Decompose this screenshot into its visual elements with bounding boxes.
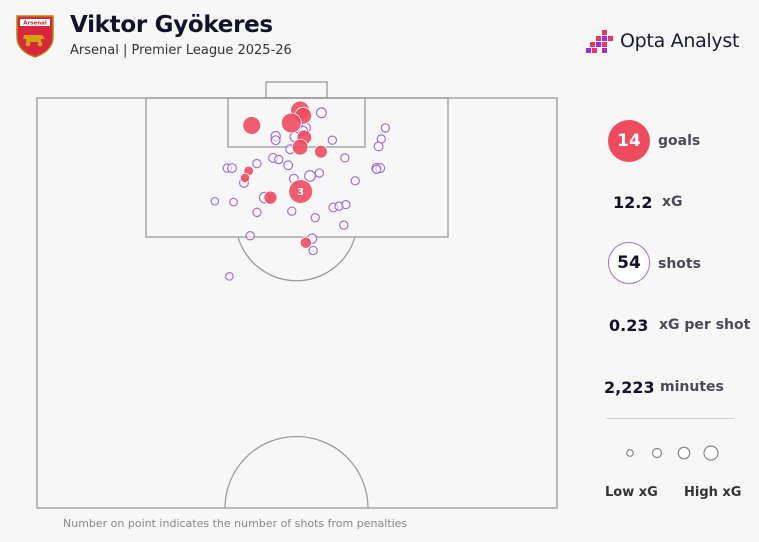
page-title: Viktor Gyökeres [70,12,273,38]
arsenal-crest-icon: Arsenal [16,15,54,58]
shot-point [227,163,238,174]
shot-point [274,154,284,165]
legend-size-circle [703,445,719,461]
goal-point [291,138,309,156]
shot-point [373,141,384,152]
shot-point [350,176,360,186]
shot-point [287,206,297,216]
shot-point [225,271,234,281]
goal-point [314,144,328,159]
penalty-arc [237,236,356,282]
xg-per-shot-value: 0.23 [609,316,649,335]
shot-point [270,135,281,146]
shot-point [283,160,294,171]
shot-point [210,196,220,206]
xg-label: xG [662,194,683,210]
goal-point [299,236,312,249]
legend-size-circle [651,447,663,459]
shot-point [339,220,349,230]
shot-point [229,197,238,207]
shot-point [245,231,255,241]
xg-value: 12.2 [613,193,653,212]
goal-point [288,179,313,204]
brand-name: Opta Analyst [620,30,740,52]
xg-size-legend [626,445,719,461]
legend-size-circle [626,449,634,457]
shot-point [314,168,325,178]
legend-size-circle [677,446,691,460]
shot-point [340,153,350,163]
crest-text: Arsenal [23,21,47,27]
shot-point [371,164,382,175]
goals-value: 14 [608,120,650,162]
legend-low-label: Low xG [605,485,658,500]
penalty-count-label: 3 [297,187,304,198]
legend-high-label: High xG [684,485,742,500]
goal [265,81,328,99]
shots-label: shots [658,256,701,272]
xg-per-shot-label: xG per shot [659,317,751,333]
shots-layer: 3 [210,100,391,281]
goal-point [263,190,278,205]
shot-map: 3 [36,81,558,509]
footnote: Number on point indicates the number of … [63,517,408,530]
shot-point [252,158,262,169]
opta-logo-icon [586,30,613,53]
goal-point [239,172,251,184]
goals-label: goals [658,133,701,149]
goal-point [280,112,302,134]
shot-point [310,213,320,223]
minutes-label: minutes [660,379,724,395]
goal-point [242,116,262,135]
shots-value: 54 [608,242,650,284]
centre-circle [224,435,369,509]
page-subtitle: Arsenal | Premier League 2025-26 [70,43,292,58]
minutes-value: 2,223 [604,378,655,397]
stats-divider [606,418,734,419]
shot-point [341,199,351,210]
shot-point [304,169,316,182]
shot-point [308,245,318,256]
shot-point [315,107,327,119]
shot-point [380,123,391,133]
pitch-outline [36,97,558,509]
shot-point [252,207,262,218]
shot-point [327,135,338,145]
